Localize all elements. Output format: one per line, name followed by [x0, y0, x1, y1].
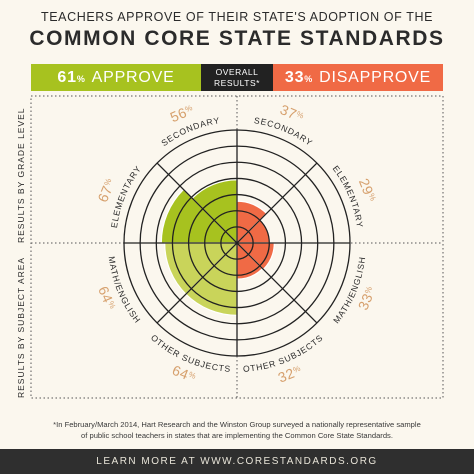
grid-spoke	[236, 162, 318, 244]
approve-pct-label: 64%	[170, 362, 198, 386]
approve-pct-label: 64%	[95, 284, 119, 313]
approve-label: APPROVE	[91, 68, 175, 86]
grid-spoke	[236, 242, 318, 324]
approve-wedge-math-english	[164, 242, 239, 295]
grid-spoke	[156, 162, 238, 244]
chart-frame	[30, 95, 444, 399]
approve-banner: 61% APPROVE	[31, 64, 201, 91]
learn-more-footer: LEARN MORE AT WWW.CORESTANDARDS.ORG	[0, 449, 474, 474]
grid-spoke	[156, 242, 238, 324]
approve-percent: 61%	[57, 68, 86, 86]
footnote: *In February/March 2014, Hart Research a…	[53, 420, 421, 440]
chart-title-line2: COMMON CORE STATE STANDARDS	[29, 27, 445, 50]
approve-pct-label: 67%	[94, 176, 118, 204]
approve-pct-label: 56%	[168, 101, 197, 125]
disapprove-pct-label: 32%	[276, 362, 304, 386]
disapprove-label: DISAPPROVE	[319, 68, 432, 86]
disapprove-banner: 33% DISAPPROVE	[273, 64, 443, 91]
chart-title-line1: TEACHERS APPROVE OF THEIR STATE'S ADOPTI…	[40, 10, 434, 24]
overall-results-label: OVERALL RESULTS*	[201, 64, 273, 91]
category-label: SECONDARY	[159, 115, 220, 148]
category-label: MATH/ENGLISH	[331, 256, 367, 326]
category-label: SECONDARY	[253, 115, 314, 148]
disapprove-pct-label: 29%	[356, 176, 380, 204]
approve-wedge-other-subjects	[185, 241, 238, 316]
disapprove-pct-label: 37%	[278, 101, 307, 125]
disapprove-percent: 33%	[284, 68, 314, 86]
approve-wedge-elementary	[160, 188, 239, 244]
disapprove-pct-label: 33%	[355, 284, 379, 313]
